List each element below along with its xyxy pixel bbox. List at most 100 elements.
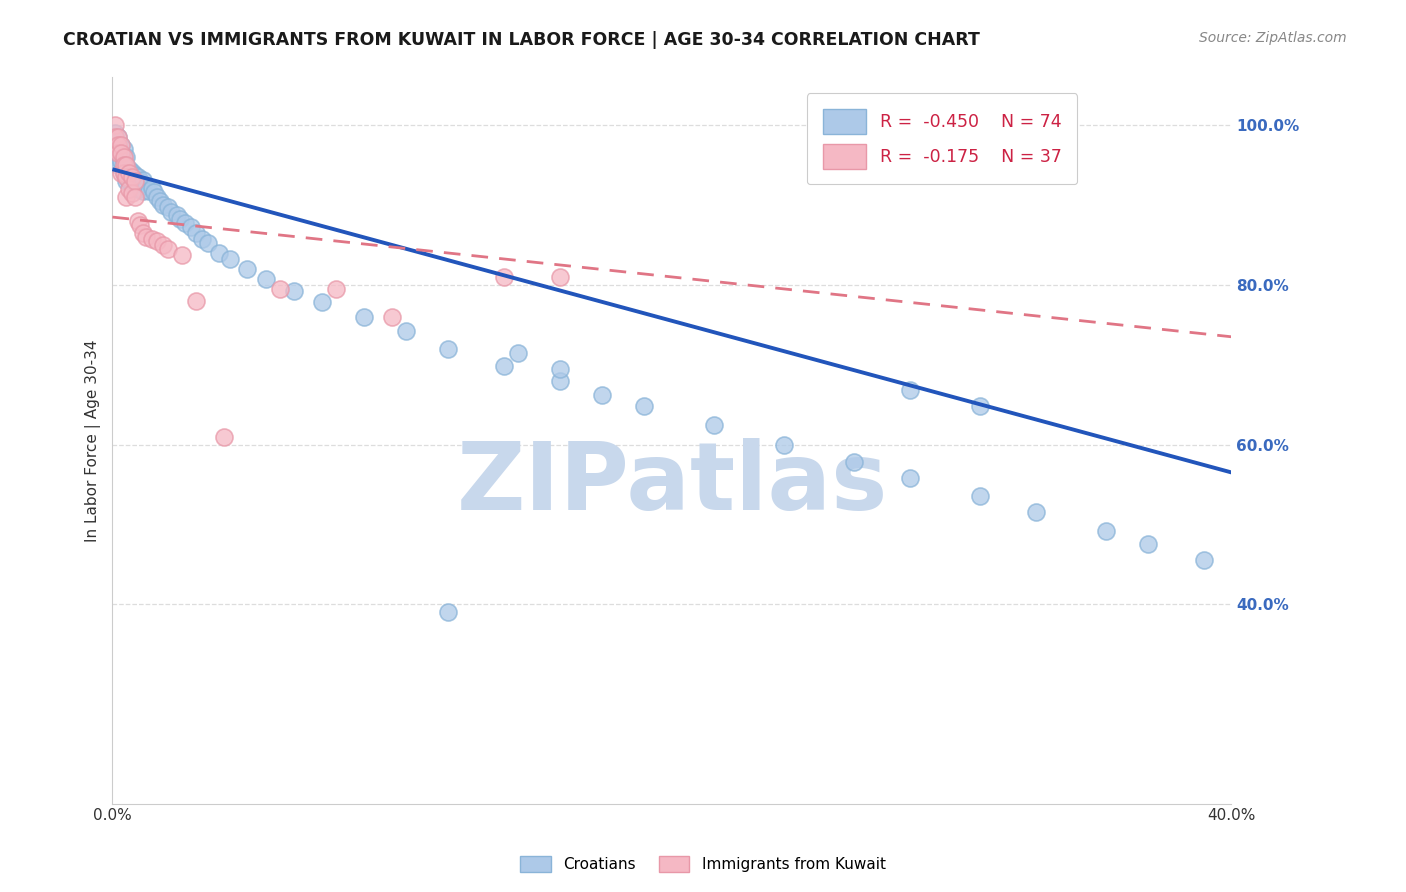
Point	[506, 345, 529, 359]
Point	[121, 186, 143, 201]
Point	[1192, 553, 1215, 567]
Point	[437, 342, 460, 356]
Point	[115, 170, 138, 185]
Point	[110, 166, 132, 180]
Point	[129, 182, 152, 196]
Point	[283, 285, 305, 299]
Point	[186, 293, 208, 308]
Point	[110, 146, 132, 161]
Point	[1094, 524, 1116, 538]
Point	[112, 158, 135, 172]
Point	[104, 126, 127, 140]
Point	[124, 168, 146, 182]
Point	[548, 374, 571, 388]
Point	[112, 150, 135, 164]
Point	[112, 142, 135, 156]
Point	[969, 489, 991, 503]
Point	[104, 150, 127, 164]
Point	[191, 232, 214, 246]
Point	[135, 230, 157, 244]
Point	[115, 174, 138, 188]
Point	[135, 178, 157, 193]
Point	[112, 154, 135, 169]
Point	[149, 194, 172, 208]
Point	[118, 168, 141, 182]
Y-axis label: In Labor Force | Age 30-34: In Labor Force | Age 30-34	[86, 339, 101, 541]
Point	[208, 246, 231, 260]
Point	[107, 146, 129, 161]
Text: ZIPatlas: ZIPatlas	[457, 438, 887, 530]
Point	[1136, 537, 1159, 551]
Point	[152, 198, 174, 212]
Point	[121, 170, 143, 185]
Point	[129, 218, 152, 232]
Point	[110, 138, 132, 153]
Point	[132, 172, 155, 186]
Point	[180, 220, 202, 235]
Point	[395, 324, 418, 338]
Point	[143, 186, 166, 200]
Point	[157, 242, 180, 256]
Point	[269, 282, 291, 296]
Point	[115, 158, 138, 172]
Point	[494, 359, 516, 374]
Point	[235, 262, 257, 277]
Point	[110, 146, 132, 161]
Point	[115, 166, 138, 180]
Point	[112, 166, 135, 180]
Point	[969, 399, 991, 413]
Point	[169, 212, 191, 227]
Point	[898, 471, 921, 485]
Text: Source: ZipAtlas.com: Source: ZipAtlas.com	[1199, 31, 1347, 45]
Point	[138, 184, 160, 198]
Point	[311, 295, 333, 310]
Point	[127, 214, 149, 228]
Point	[107, 130, 129, 145]
Point	[1025, 505, 1047, 519]
Point	[124, 190, 146, 204]
Point	[112, 166, 135, 180]
Point	[115, 150, 138, 164]
Point	[124, 176, 146, 190]
Point	[107, 130, 129, 145]
Point	[174, 216, 197, 230]
Point	[381, 310, 404, 324]
Point	[129, 174, 152, 188]
Point	[141, 232, 163, 246]
Point	[121, 170, 143, 185]
Point	[186, 226, 208, 240]
Point	[146, 234, 169, 248]
Point	[166, 208, 188, 222]
Point	[107, 142, 129, 156]
Point	[115, 190, 138, 204]
Point	[141, 180, 163, 194]
Point	[548, 361, 571, 376]
Point	[172, 247, 194, 261]
Point	[112, 150, 135, 164]
Point	[110, 154, 132, 169]
Point	[104, 118, 127, 132]
Point	[118, 162, 141, 177]
Point	[107, 158, 129, 172]
Legend: Croatians, Immigrants from Kuwait: Croatians, Immigrants from Kuwait	[513, 848, 893, 880]
Legend: R =  -0.450    N = 74, R =  -0.175    N = 37: R = -0.450 N = 74, R = -0.175 N = 37	[807, 94, 1077, 184]
Point	[146, 190, 169, 204]
Point	[325, 282, 347, 296]
Point	[118, 174, 141, 188]
Point	[254, 271, 277, 285]
Point	[197, 236, 219, 251]
Point	[127, 182, 149, 196]
Point	[437, 605, 460, 619]
Point	[842, 455, 865, 469]
Point	[118, 182, 141, 196]
Point	[219, 252, 242, 267]
Point	[591, 388, 613, 402]
Point	[110, 138, 132, 153]
Point	[703, 417, 725, 432]
Point	[127, 170, 149, 185]
Point	[160, 204, 183, 219]
Point	[214, 429, 236, 443]
Point	[121, 178, 143, 193]
Point	[115, 162, 138, 177]
Point	[124, 174, 146, 188]
